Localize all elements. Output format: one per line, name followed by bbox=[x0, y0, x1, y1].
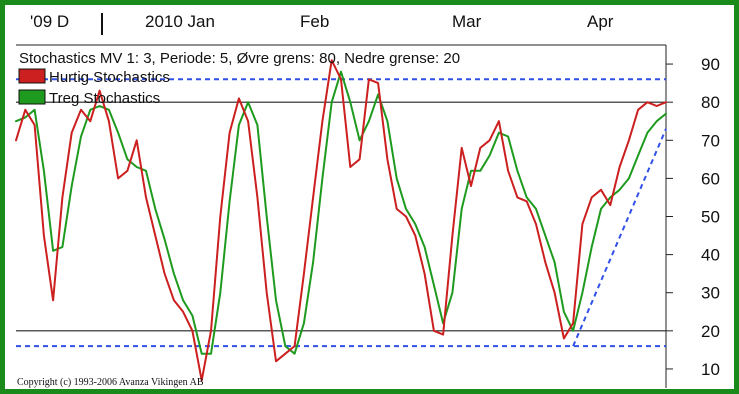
series-line-hurtig bbox=[15, 59, 667, 382]
legend: Hurtig Stochastics Treg Stochastics bbox=[18, 68, 170, 107]
x-axis-tick-labels: '09 D 2010 Jan Feb Mar Apr bbox=[30, 12, 614, 35]
y-tick-label: 80 bbox=[701, 93, 720, 112]
y-tick-label: 20 bbox=[701, 322, 720, 341]
series-layer bbox=[15, 59, 667, 382]
series-line-treg bbox=[15, 70, 667, 355]
y-tick-label: 10 bbox=[701, 360, 720, 379]
x-tick-label: 2010 Jan bbox=[145, 12, 215, 31]
y-tick-label: 60 bbox=[701, 169, 720, 188]
x-tick-label: Mar bbox=[452, 12, 482, 31]
x-tick-label: Feb bbox=[300, 12, 329, 31]
chart-title: Stochastics MV 1: 3, Periode: 5, Øvre gr… bbox=[19, 50, 460, 67]
y-tick-label: 30 bbox=[701, 284, 720, 303]
legend-swatch-hurtig bbox=[18, 68, 46, 84]
y-tick-label: 70 bbox=[701, 131, 720, 150]
y-tick-label: 90 bbox=[701, 55, 720, 74]
copyright-notice: Copyright (c) 1993-2006 Avanza Vikingen … bbox=[17, 377, 204, 388]
x-tick-label: Apr bbox=[587, 12, 614, 31]
y-axis-tick-labels: 90 80 70 60 50 40 30 20 10 bbox=[666, 55, 720, 379]
trend-line bbox=[572, 128, 667, 347]
x-tick-label: '09 D bbox=[30, 12, 69, 31]
legend-swatch-treg bbox=[18, 89, 46, 105]
legend-label-treg: Treg Stochastics bbox=[49, 90, 160, 107]
stochastics-chart: '09 D 2010 Jan Feb Mar Apr 90 80 70 60 50 40 30 20 1… bbox=[15, 12, 720, 388]
y-tick-label: 40 bbox=[701, 246, 720, 265]
legend-label-hurtig: Hurtig Stochastics bbox=[49, 69, 170, 86]
y-tick-label: 50 bbox=[701, 208, 720, 227]
